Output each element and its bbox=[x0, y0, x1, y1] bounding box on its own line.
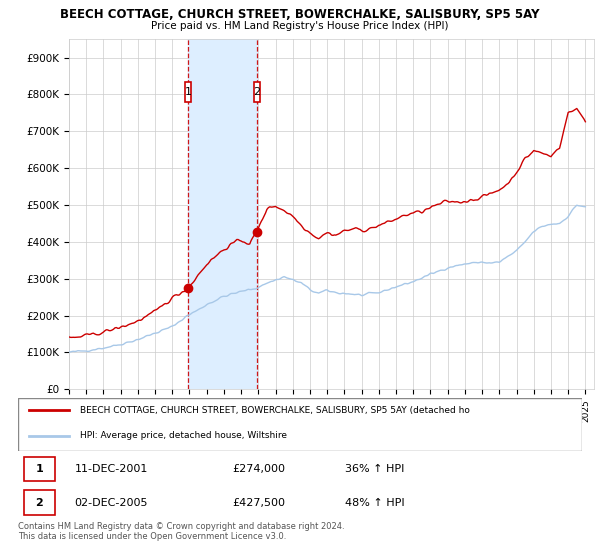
FancyBboxPatch shape bbox=[254, 82, 260, 102]
Text: HPI: Average price, detached house, Wiltshire: HPI: Average price, detached house, Wilt… bbox=[80, 431, 287, 440]
Text: This data is licensed under the Open Government Licence v3.0.: This data is licensed under the Open Gov… bbox=[18, 532, 286, 541]
Text: 48% ↑ HPI: 48% ↑ HPI bbox=[345, 497, 405, 507]
FancyBboxPatch shape bbox=[18, 398, 582, 451]
Text: 2: 2 bbox=[35, 497, 43, 507]
Text: £274,000: £274,000 bbox=[232, 464, 286, 474]
FancyBboxPatch shape bbox=[23, 491, 55, 515]
Text: 11-DEC-2001: 11-DEC-2001 bbox=[74, 464, 148, 474]
FancyBboxPatch shape bbox=[23, 457, 55, 481]
Text: 2: 2 bbox=[253, 87, 260, 97]
Text: BEECH COTTAGE, CHURCH STREET, BOWERCHALKE, SALISBURY, SP5 5AY: BEECH COTTAGE, CHURCH STREET, BOWERCHALK… bbox=[60, 8, 540, 21]
Text: 1: 1 bbox=[35, 464, 43, 474]
Text: £427,500: £427,500 bbox=[232, 497, 286, 507]
Text: 1: 1 bbox=[185, 87, 191, 97]
Text: 36% ↑ HPI: 36% ↑ HPI bbox=[345, 464, 404, 474]
FancyBboxPatch shape bbox=[185, 82, 191, 102]
Bar bbox=[188, 39, 257, 389]
Text: BEECH COTTAGE, CHURCH STREET, BOWERCHALKE, SALISBURY, SP5 5AY (detached ho: BEECH COTTAGE, CHURCH STREET, BOWERCHALK… bbox=[80, 406, 470, 415]
Text: Contains HM Land Registry data © Crown copyright and database right 2024.: Contains HM Land Registry data © Crown c… bbox=[18, 522, 344, 531]
Text: Price paid vs. HM Land Registry's House Price Index (HPI): Price paid vs. HM Land Registry's House … bbox=[151, 21, 449, 31]
Text: 02-DEC-2005: 02-DEC-2005 bbox=[74, 497, 148, 507]
